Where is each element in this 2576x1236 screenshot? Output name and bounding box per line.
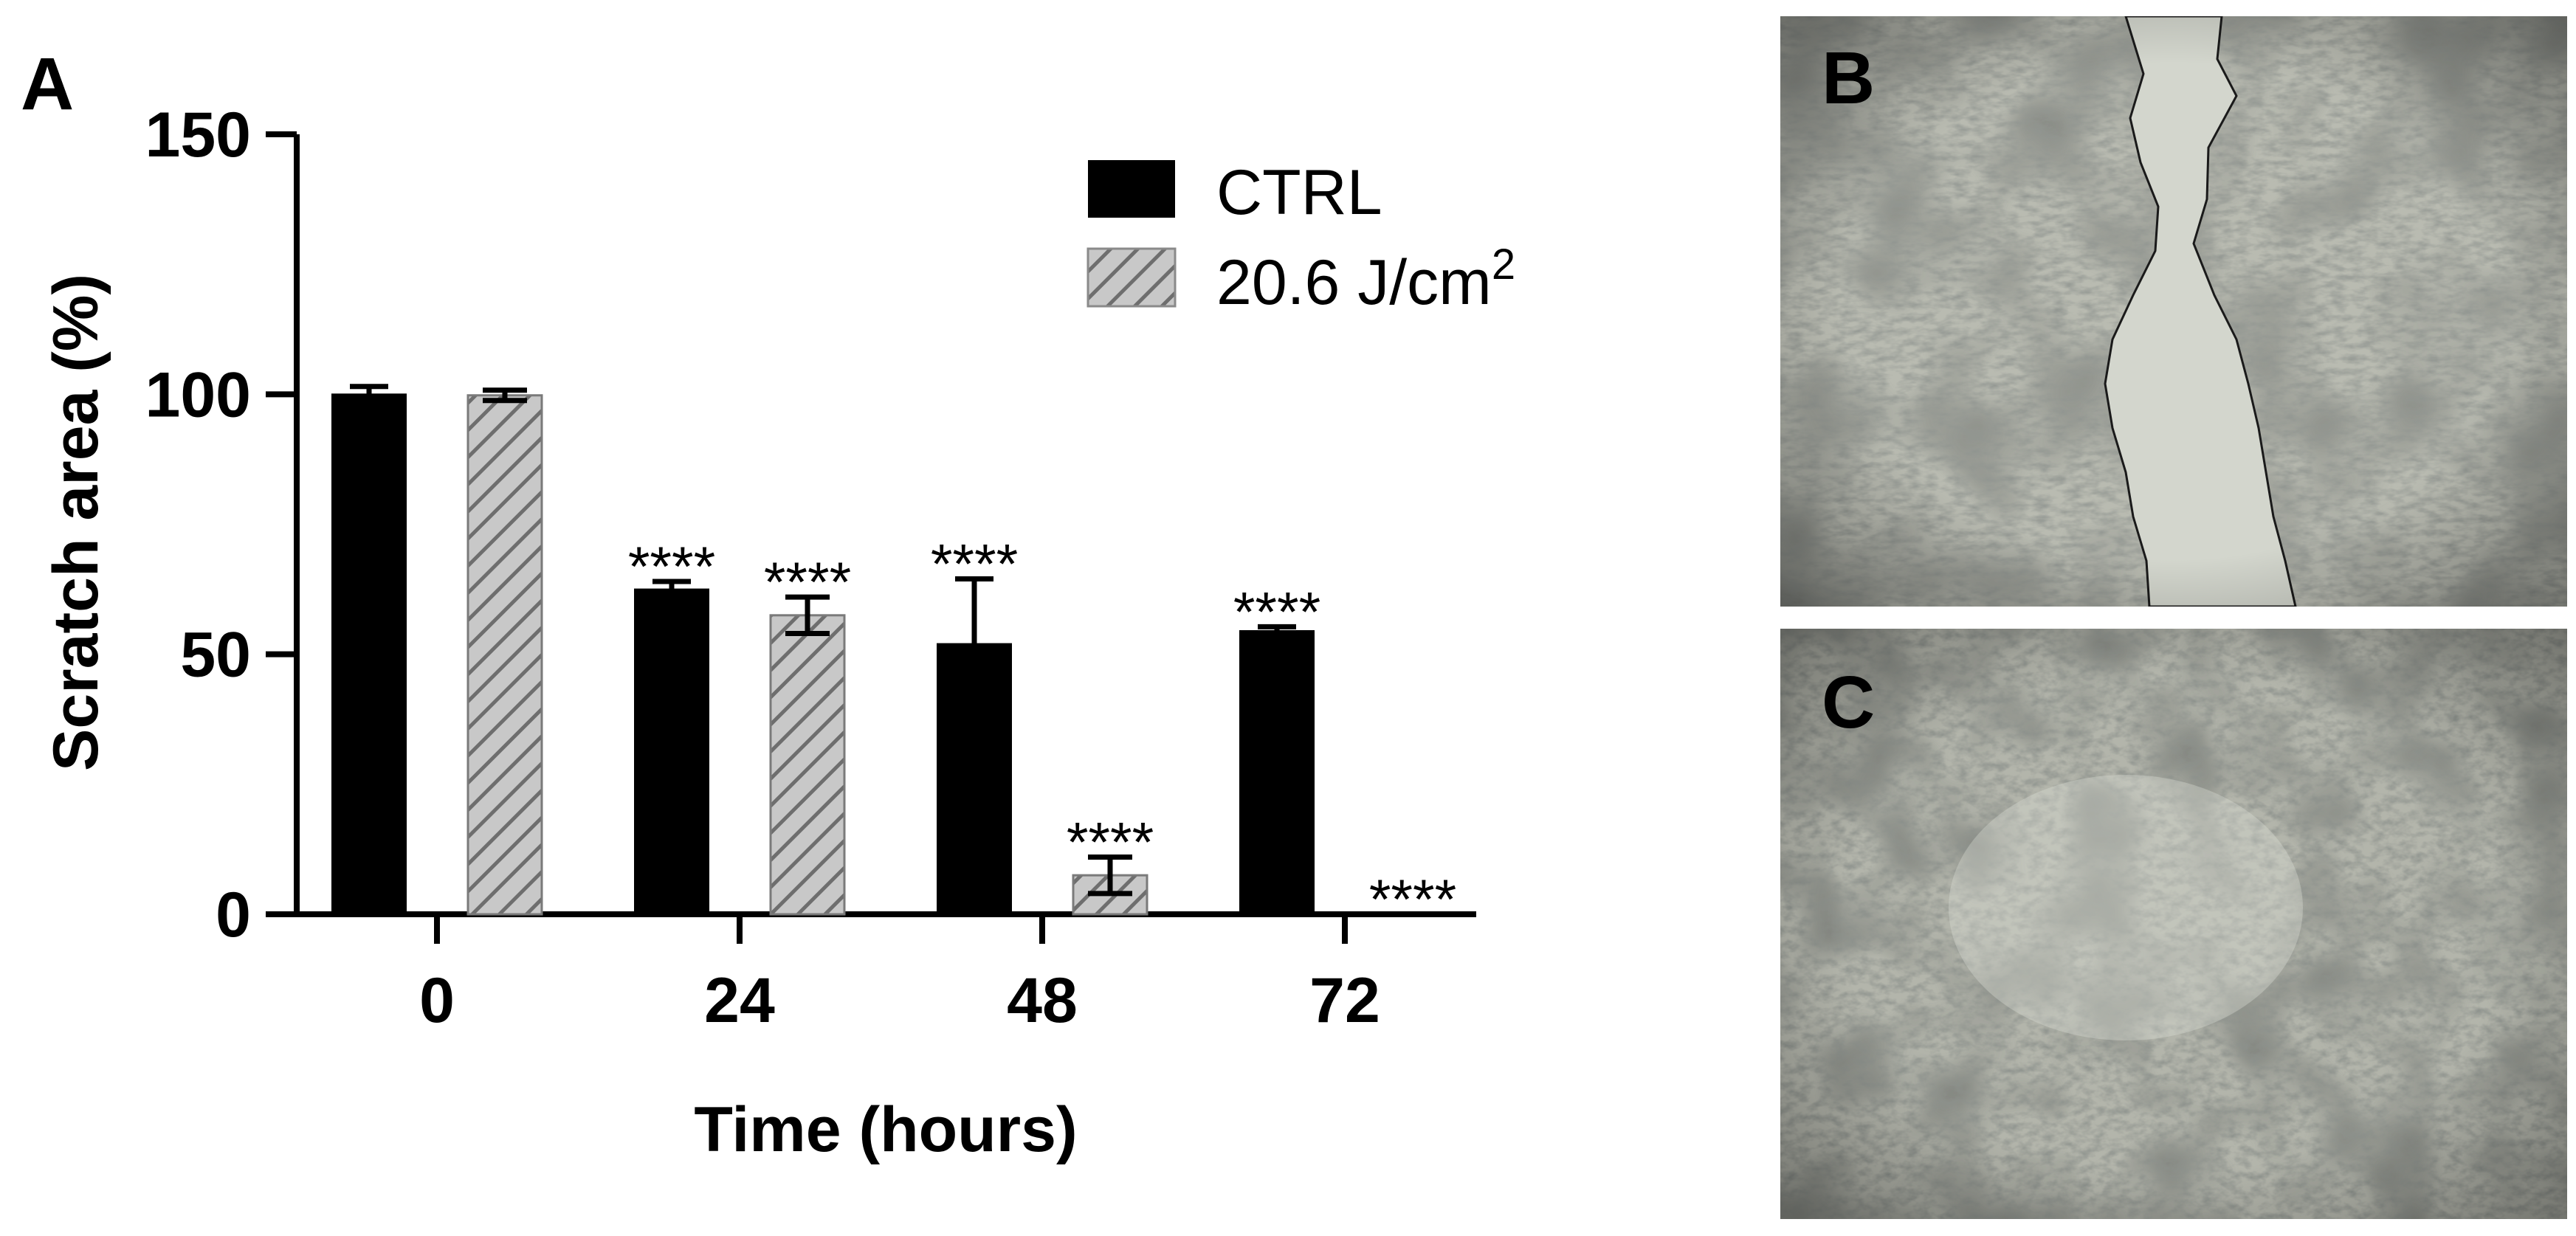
legend-swatch-ctrl — [1088, 160, 1175, 218]
panel-c-micrograph: C — [1780, 629, 2567, 1219]
x-tick-label: 24 — [704, 965, 775, 1036]
panel-b-micrograph: B — [1780, 16, 2567, 607]
y-tick-label: 100 — [145, 359, 252, 430]
x-axis-title: Time (hours) — [694, 1094, 1077, 1165]
bar-ctrl-24 — [634, 588, 709, 915]
significance-marker: **** — [1067, 811, 1154, 874]
significance-marker: **** — [764, 551, 851, 614]
bar-ctrl-0 — [331, 393, 407, 915]
x-ticks: 0 24 48 72 — [419, 914, 1380, 1036]
x-tick-label: 72 — [1309, 965, 1380, 1036]
y-tick-label: 0 — [216, 880, 251, 950]
legend: CTRL 20.6 J/cm2 — [1086, 157, 1515, 318]
legend-swatch-treated — [1086, 247, 1177, 308]
bar-treated-24 — [769, 614, 846, 916]
y-axis-title: Scratch area (%) — [41, 274, 111, 771]
panel-b-letter: B — [1822, 37, 1875, 120]
significance-marker: **** — [931, 533, 1018, 595]
significance-marker: **** — [1233, 581, 1320, 643]
significance-marker: **** — [1369, 869, 1456, 931]
bar-ctrl-72 — [1239, 629, 1315, 915]
y-tick-label: 150 — [145, 100, 252, 170]
legend-label-treated: 20.6 J/cm2 — [1216, 241, 1515, 318]
legend-label-treated-sup: 2 — [1492, 241, 1515, 289]
x-tick-label: 0 — [419, 965, 455, 1036]
error-bars — [350, 384, 1296, 897]
legend-label-treated-base: 20.6 J/cm — [1216, 247, 1492, 318]
significance-marker: **** — [628, 536, 715, 598]
x-tick-label: 48 — [1007, 965, 1078, 1036]
panel-a-letter: A — [21, 43, 74, 125]
bar-treated-0 — [466, 394, 543, 916]
legend-label-ctrl: CTRL — [1216, 157, 1382, 228]
y-ticks: 0 50 100 150 — [145, 100, 297, 950]
panel-c-letter: C — [1822, 661, 1875, 744]
bars — [331, 393, 1315, 916]
y-tick-label: 50 — [180, 620, 251, 691]
significance-stars: **** **** **** **** **** **** — [628, 533, 1456, 931]
bar-ctrl-48 — [937, 643, 1012, 915]
